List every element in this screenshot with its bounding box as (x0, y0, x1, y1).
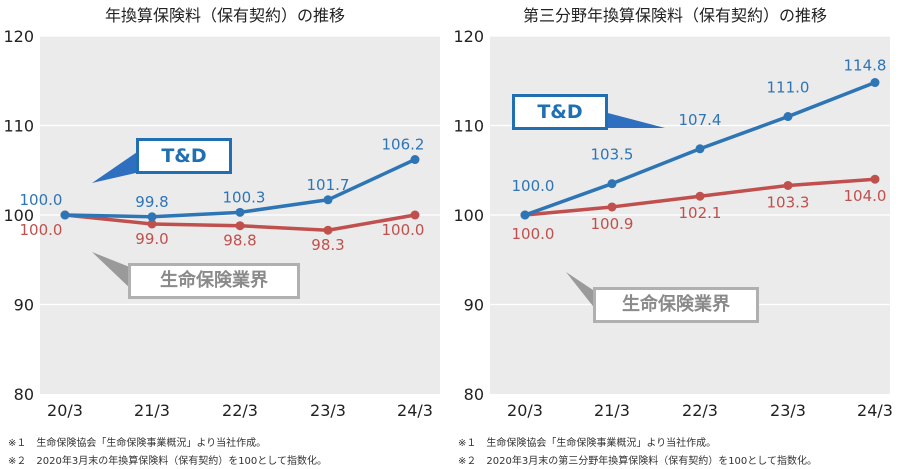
data-point-td (520, 210, 530, 220)
x-tick-label: 24/3 (857, 401, 893, 420)
y-tick-label: 90 (464, 296, 484, 315)
data-label-td: 100.3 (223, 188, 266, 206)
y-tick-label: 80 (464, 385, 484, 404)
line-chart-annualized-premium: 80 90 100 110 120 20/3 21/3 22/3 23/3 24/3 100.0 99… (3, 27, 440, 420)
y-tick-label: 110 (453, 117, 484, 136)
x-tick-label: 20/3 (47, 401, 83, 420)
x-tick-label: 21/3 (134, 401, 170, 420)
data-point-industry (235, 221, 245, 231)
data-point-td (60, 210, 70, 220)
line-chart-third-sector-premium: 80 90 100 110 120 20/3 21/3 22/3 23/3 24/3 100.0 10… (453, 27, 893, 420)
data-label-td: 107.4 (679, 111, 722, 129)
data-point-td (410, 155, 420, 165)
data-label-td: 103.5 (591, 146, 634, 164)
x-tick-label: 24/3 (397, 401, 433, 420)
legend-callout-td: T&D (512, 94, 608, 130)
y-tick-label: 100 (3, 206, 34, 225)
x-tick-label: 23/3 (310, 401, 346, 420)
y-tick-label: 100 (453, 206, 484, 225)
callout-tail-industry (92, 252, 132, 290)
callout-tail-td (604, 112, 665, 128)
footnote-2: ※２ 2020年3月末の第三分野年換算保険料（保有契約）を100として指数化。 (458, 456, 817, 467)
x-tick-label: 22/3 (222, 401, 258, 420)
data-point-industry (783, 180, 793, 190)
data-label-td: 100.0 (512, 177, 555, 195)
callout-tail-td (92, 150, 140, 183)
data-point-industry (323, 225, 333, 235)
data-point-industry (410, 210, 420, 220)
data-label-industry: 103.3 (767, 193, 810, 211)
y-tick-label: 120 (3, 27, 34, 46)
data-label-industry: 100.9 (591, 215, 634, 233)
x-tick-label: 20/3 (507, 401, 543, 420)
data-point-td (607, 179, 617, 189)
chart-title: 年換算保険料（保有契約）の推移 (104, 6, 345, 25)
data-label-industry: 99.0 (135, 230, 168, 248)
data-point-industry (147, 219, 157, 229)
y-tick-label: 110 (3, 117, 34, 136)
y-tick-label: 80 (14, 385, 34, 404)
data-point-industry (695, 191, 705, 201)
data-label-td: 114.8 (844, 57, 887, 75)
data-point-td (235, 207, 245, 217)
data-label-td: 111.0 (767, 79, 810, 97)
legend-callout-td: T&D (136, 138, 232, 174)
data-label-industry: 98.8 (223, 232, 256, 250)
data-label-td: 101.7 (307, 176, 350, 194)
legend-callout-industry: 生命保険業界 (593, 287, 759, 323)
footnote-1: ※１ 生命保険協会「生命保険事業概況」より当社作成。 (8, 438, 267, 449)
data-point-td (870, 78, 880, 88)
data-label-td: 100.0 (20, 191, 63, 209)
data-point-td (695, 144, 705, 154)
x-tick-label: 23/3 (770, 401, 806, 420)
callout-tail-industry (566, 272, 596, 310)
data-label-industry: 104.0 (844, 187, 887, 205)
chart-panel-annualized-premium: 年換算保険料（保有契約）の推移 80 90 100 110 120 20/3 21/3 22/… (3, 6, 440, 467)
data-label-td: 106.2 (382, 136, 425, 154)
data-point-td (147, 212, 157, 222)
x-tick-label: 21/3 (594, 401, 630, 420)
data-label-industry: 100.0 (20, 221, 63, 239)
data-label-industry: 100.0 (382, 221, 425, 239)
chart-title: 第三分野年換算保険料（保有契約）の推移 (522, 6, 827, 25)
data-point-td (783, 112, 793, 122)
data-point-td (323, 195, 333, 205)
x-tick-label: 22/3 (682, 401, 718, 420)
data-label-td: 99.8 (135, 193, 168, 211)
data-point-industry (870, 174, 880, 184)
data-point-industry (607, 202, 617, 212)
y-tick-label: 120 (453, 27, 484, 46)
data-label-industry: 100.0 (512, 225, 555, 243)
y-tick-label: 90 (14, 296, 34, 315)
data-label-industry: 102.1 (679, 204, 722, 222)
legend-callout-industry: 生命保険業界 (128, 263, 300, 299)
data-label-industry: 98.3 (311, 236, 344, 254)
chart-panel-third-sector-premium: 第三分野年換算保険料（保有契約）の推移 80 90 100 110 120 20/3 21/… (450, 0, 900, 469)
footnote-2: ※２ 2020年3月末の年換算保険料（保有契約）を100として指数化。 (8, 456, 327, 467)
footnote-1: ※１ 生命保険協会「生命保険事業概況」より当社作成。 (458, 438, 717, 449)
